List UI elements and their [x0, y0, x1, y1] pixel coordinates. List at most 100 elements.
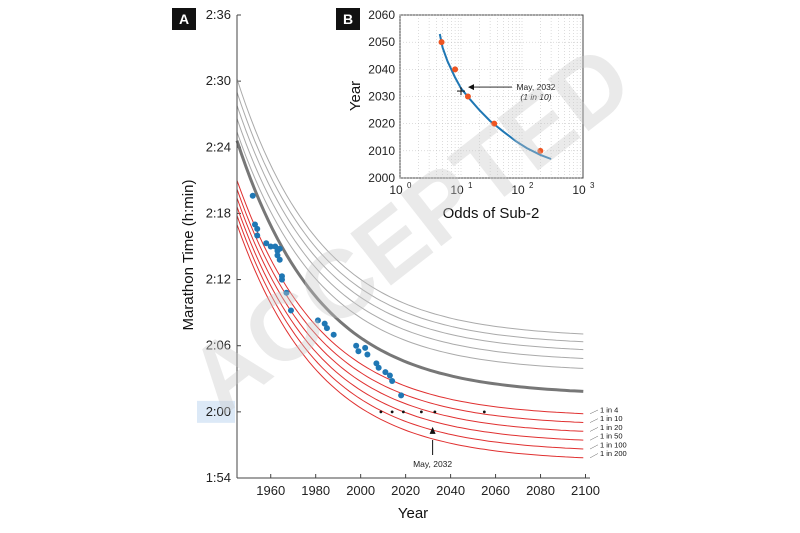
- upper-bound-curve: [236, 118, 584, 359]
- odds-leader-line: [589, 453, 599, 459]
- x-tick-label: 1980: [301, 483, 330, 498]
- odds-curve: [236, 215, 584, 450]
- record-point: [375, 364, 382, 371]
- panel-b-x-ticks: 10 0 10 1 10 2 10 3: [389, 181, 595, 197]
- record-point: [287, 307, 294, 314]
- odds-label: 1 in 100: [600, 440, 627, 449]
- panel-a-points: [249, 192, 486, 414]
- panel-b-label: B: [343, 11, 353, 27]
- odds-curve: [236, 224, 584, 459]
- crossing-point: [433, 410, 437, 414]
- panel-a-x-ticks: 1960 1980 2000 2020 2040 2060 2080 2100: [256, 474, 600, 498]
- odds-leader-line: [589, 435, 599, 441]
- x-tick-label: 1960: [256, 483, 285, 498]
- panel-a-x-label: Year: [398, 505, 428, 522]
- crossing-point: [379, 410, 383, 414]
- record-point: [323, 325, 330, 332]
- x-tick-label: 2040: [436, 483, 465, 498]
- odds-label: 1 in 20: [600, 423, 623, 432]
- x-tick-label: 2060: [481, 483, 510, 498]
- odds-marker: [438, 39, 445, 46]
- x-tick-label: 10: [450, 183, 464, 197]
- x-tick-exponent: 3: [590, 181, 595, 190]
- odds-label: 1 in 10: [600, 414, 623, 423]
- record-point: [373, 360, 380, 367]
- panel-b-markers: [438, 39, 544, 154]
- record-point: [276, 256, 283, 263]
- y-tick-label: 2:30: [206, 73, 231, 88]
- odds-curve: [236, 180, 584, 415]
- odds-curve: [236, 197, 584, 432]
- crossing-point: [482, 410, 486, 414]
- odds-label: 1 in 50: [600, 432, 623, 441]
- record-point: [364, 351, 371, 358]
- y-tick-label: 2020: [368, 117, 395, 131]
- x-tick-label: 2100: [571, 483, 600, 498]
- panel-a-annotation: May, 2032: [413, 426, 452, 469]
- y-tick-label: 2050: [368, 35, 395, 49]
- record-point: [353, 342, 360, 349]
- record-point: [278, 276, 285, 283]
- upper-bound-curve: [236, 92, 584, 343]
- y-tick-label: 2000: [368, 171, 395, 185]
- annotation-arrowhead: [468, 84, 474, 91]
- record-point: [263, 240, 270, 247]
- y-tick-label: 2:24: [206, 139, 231, 154]
- panel-b-y-label: Year: [347, 81, 364, 111]
- panel-b-y-ticks: 2000 2010 2020 2030 2040 2050 2060: [368, 8, 395, 185]
- record-point: [274, 252, 281, 259]
- upper-bound-curve: [236, 105, 584, 351]
- odds-label: 1 in 4: [600, 406, 618, 415]
- panel-b-grid: [399, 14, 583, 179]
- panel-a-curves: [235, 78, 584, 459]
- crossing-point: [401, 410, 405, 414]
- record-point: [283, 289, 290, 296]
- record-point: [276, 245, 283, 252]
- record-point: [382, 369, 389, 376]
- record-point: [386, 372, 393, 379]
- x-tick-label: 10: [389, 183, 403, 197]
- record-point: [267, 243, 274, 250]
- x-tick-exponent: 1: [468, 181, 473, 190]
- y-tick-label: 2:06: [206, 338, 231, 353]
- mean-curve: [235, 140, 584, 393]
- odds-marker: [464, 93, 471, 100]
- odds-year-curve: [438, 33, 552, 160]
- annotation-arrowhead: [429, 426, 436, 434]
- odds-curve: [236, 206, 584, 441]
- annotation-label-date: May, 2032: [516, 82, 555, 92]
- odds-marker: [452, 66, 459, 73]
- y-tick-label: 2:36: [206, 7, 231, 22]
- panel-a-y-label: Marathon Time (h:min): [180, 180, 197, 331]
- panel-b-badge: [336, 8, 360, 30]
- upper-bound-curve: [236, 131, 584, 369]
- panel-b-annotation: May, 2032 (1 in 10): [468, 82, 556, 102]
- x-tick-exponent: 2: [529, 181, 534, 190]
- x-tick-label: 2000: [346, 483, 375, 498]
- x-tick-label: 2080: [526, 483, 555, 498]
- upper-bound-curve: [236, 78, 584, 335]
- record-point: [272, 243, 279, 250]
- record-point: [389, 377, 396, 384]
- record-point: [254, 232, 261, 239]
- odds-leader-line: [589, 409, 599, 415]
- odds-marker: [491, 120, 498, 127]
- record-point: [398, 392, 405, 399]
- panel-a-y-ticks: 1:54 2:00 2:06 2:12 2:18 2:24 2:30 2:36: [197, 7, 241, 485]
- record-point: [249, 192, 256, 199]
- odds-label: 1 in 200: [600, 449, 627, 458]
- x-tick-label: 10: [511, 183, 525, 197]
- record-point: [251, 221, 258, 228]
- record-point: [254, 225, 261, 232]
- odds-leader-line: [589, 444, 599, 450]
- y-tick-label: 2030: [368, 90, 395, 104]
- record-point: [355, 348, 362, 355]
- x-tick-label: 2020: [391, 483, 420, 498]
- record-point: [362, 344, 369, 351]
- record-point: [330, 331, 337, 338]
- panel-a-badge: [172, 8, 196, 30]
- panel-a-label: A: [179, 11, 189, 27]
- y-tick-label: 2:18: [206, 205, 231, 220]
